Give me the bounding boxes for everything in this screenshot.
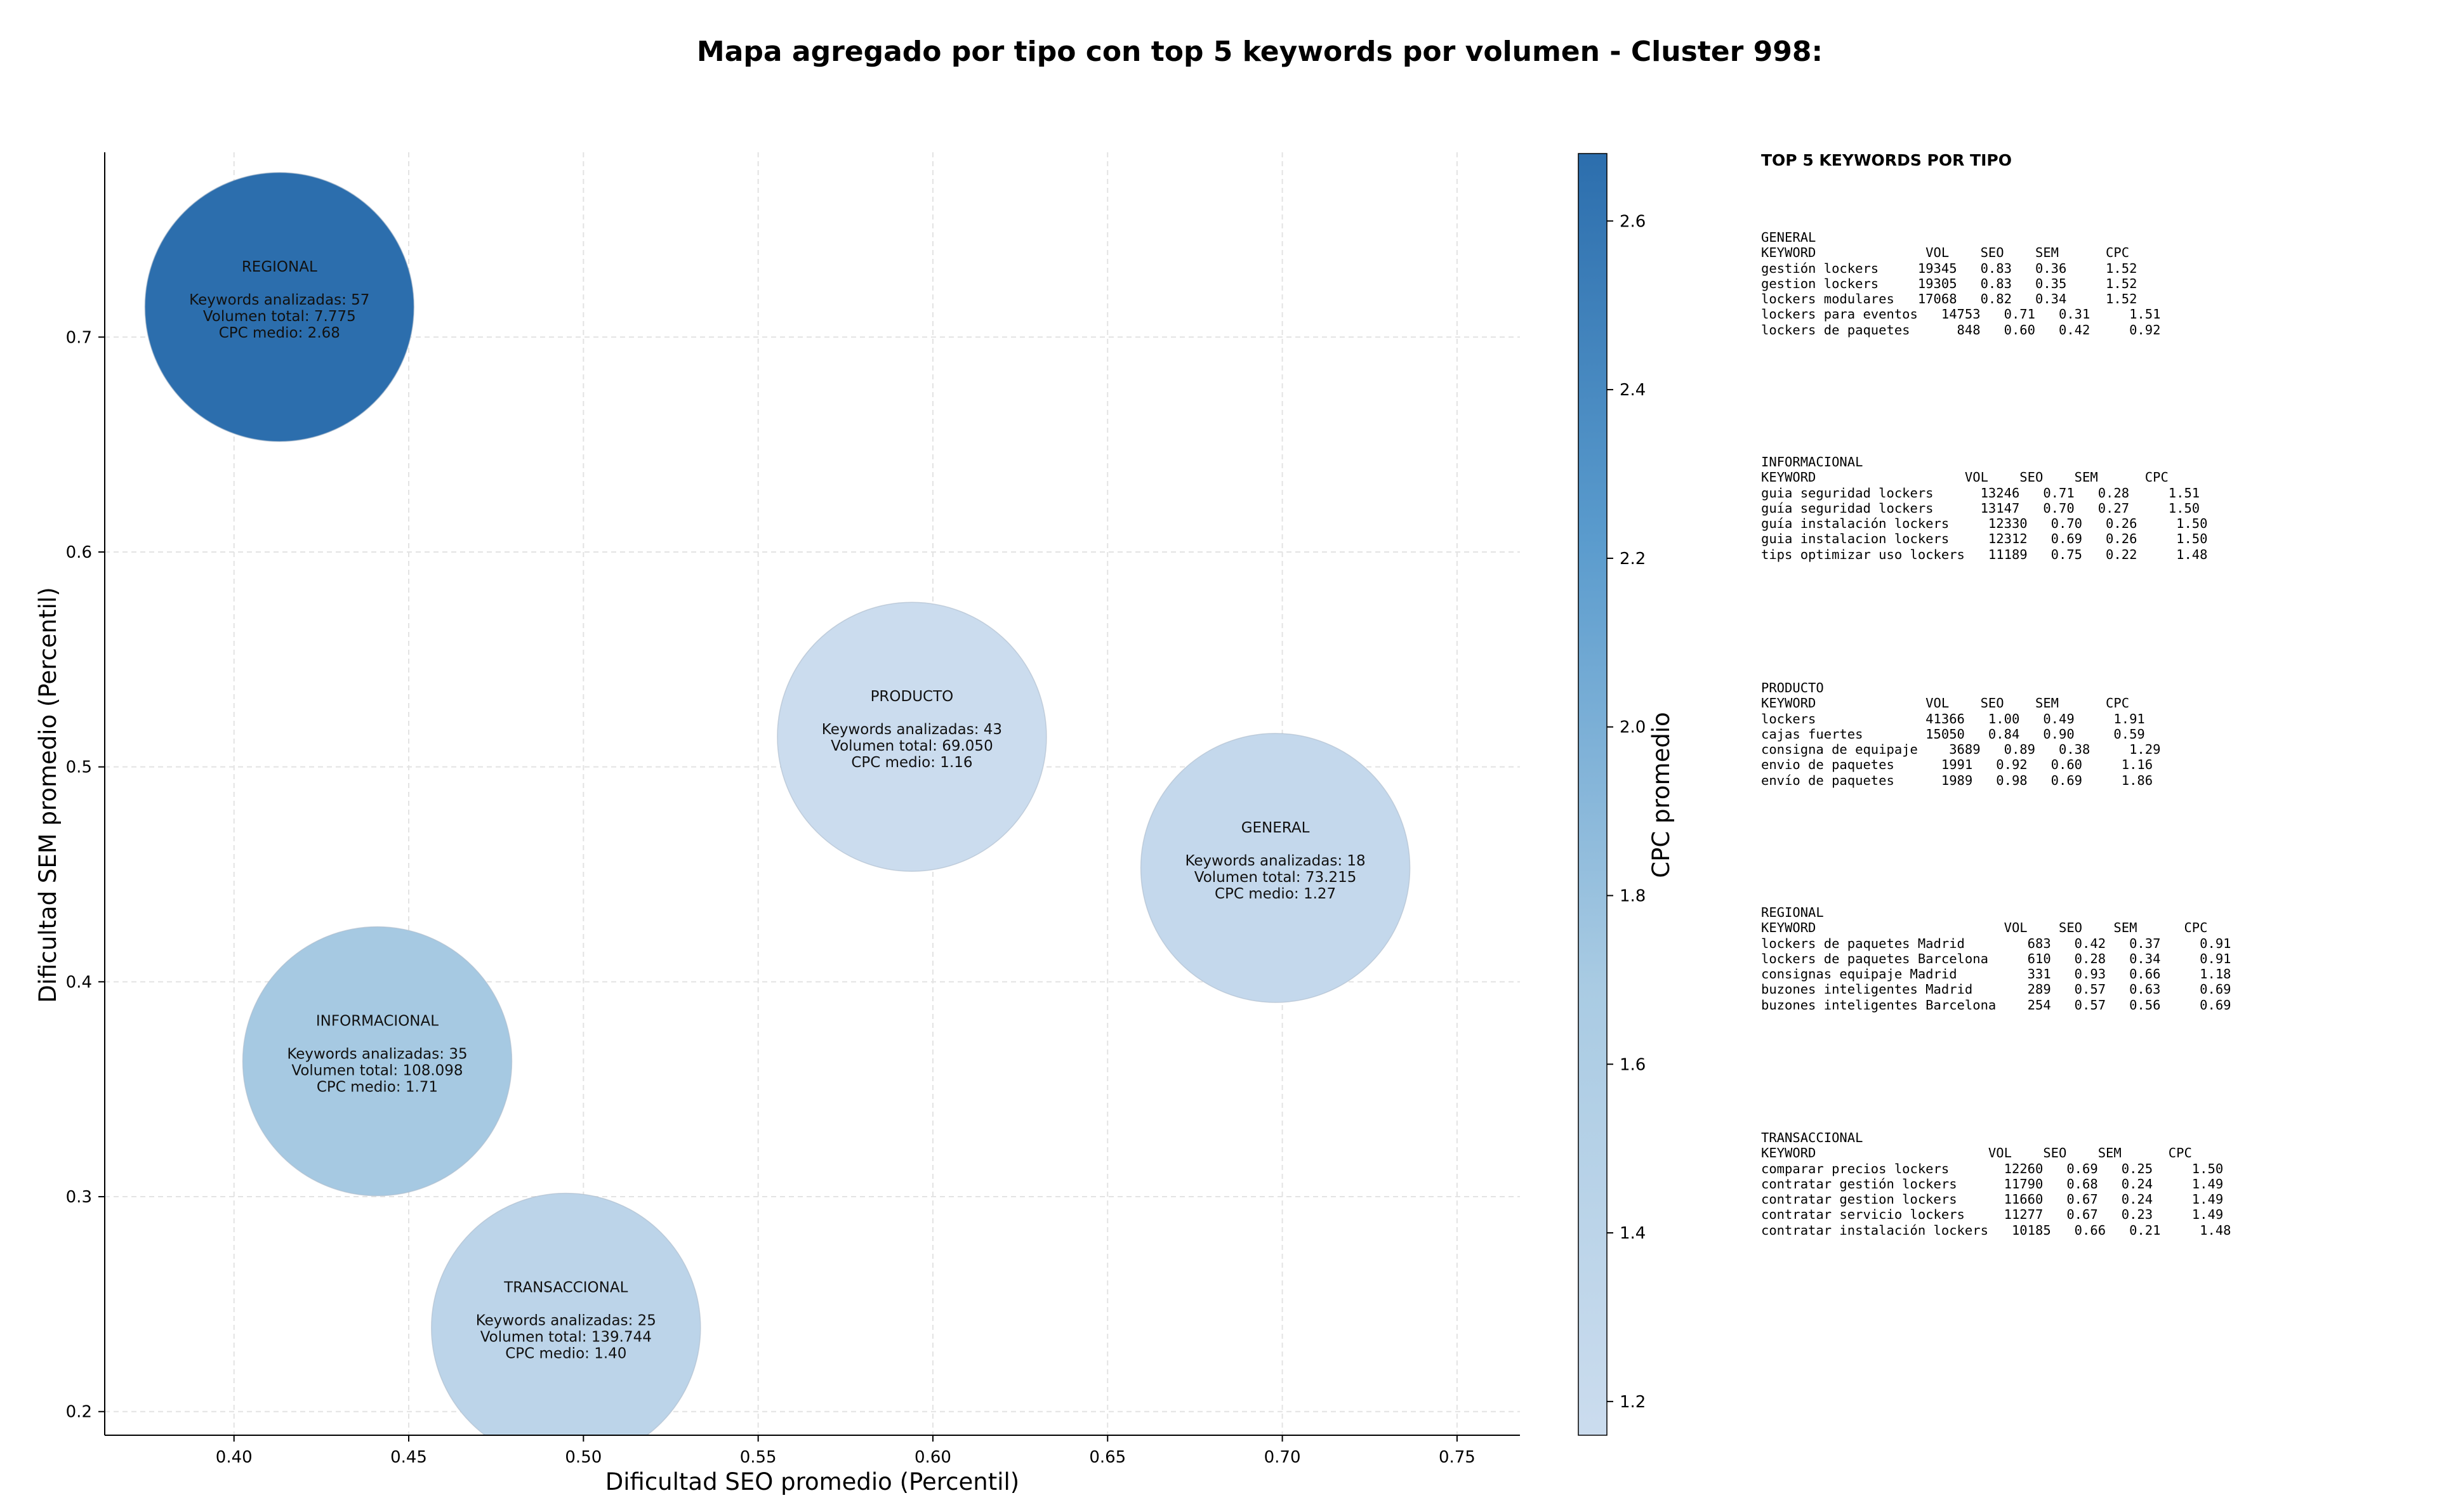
keyword-row: guia instalacion lockers 12312 0.69 0.26… <box>1761 531 2208 547</box>
keyword-block-transaccional: TRANSACCIONAL KEYWORD VOL SEO SEM CPC comp… <box>1761 1130 2231 1238</box>
bubble-label-volumen: Volumen total: 73.215 <box>1194 869 1357 886</box>
keyword-row: envío de paquetes 1989 0.98 0.69 1.86 <box>1761 772 2153 788</box>
y-tick-label: 0.4 <box>66 973 92 992</box>
bubble-label-tipo: INFORMACIONAL <box>316 1013 439 1030</box>
keyword-table-header: KEYWORD VOL SEO SEM CPC <box>1761 1145 2192 1161</box>
colorbar-tick-label: 1.8 <box>1620 886 1646 905</box>
axis-ticks: 0.40 0.45 0.50 0.55 0.60 0.65 0.70 0.75 0.2 0.3 0.… <box>66 328 1476 1467</box>
chart-title: Mapa agregado por tipo con top 5 keyword… <box>697 36 1823 68</box>
keyword-row: tips optimizar uso lockers 11189 0.75 0.… <box>1761 546 2208 562</box>
bubble-layer <box>144 172 1411 1435</box>
bubble-label-volumen: Volumen total: 139.744 <box>480 1329 652 1346</box>
keyword-block-title: TRANSACCIONAL <box>1761 1130 1863 1145</box>
bubble-label-volumen: Volumen total: 7.775 <box>203 308 356 325</box>
x-tick-label: 0.70 <box>1264 1448 1301 1467</box>
keyword-row: contratar instalación lockers 10185 0.66… <box>1761 1222 2231 1238</box>
keyword-block-informacional: INFORMACIONAL KEYWORD VOL SEO SEM CPC guia… <box>1761 454 2208 562</box>
keyword-row: lockers para eventos 14753 0.71 0.31 1.5… <box>1761 306 2161 322</box>
colorbar-label: CPC promedio <box>1648 712 1675 878</box>
bubble-label-tipo: PRODUCTO <box>871 688 954 705</box>
colorbar-tick-label: 1.6 <box>1620 1055 1646 1074</box>
bubble-label-keywords: Keywords analizadas: 35 <box>287 1046 467 1063</box>
keyword-table-header: KEYWORD VOL SEO SEM CPC <box>1761 470 2169 485</box>
keyword-panel-title: TOP 5 KEYWORDS POR TIPO <box>1761 151 2012 169</box>
keyword-table-header: KEYWORD VOL SEO SEM CPC <box>1761 695 2130 711</box>
keyword-row: lockers de paquetes Barcelona 610 0.28 0… <box>1761 950 2231 966</box>
keyword-row: lockers 41366 1.00 0.49 1.91 <box>1761 711 2145 726</box>
keyword-table-header: KEYWORD VOL SEO SEM CPC <box>1761 245 2130 261</box>
bubble-label-volumen: Volumen total: 69.050 <box>831 738 993 754</box>
x-tick-label: 0.65 <box>1089 1448 1126 1467</box>
bubble-transaccional <box>431 1192 701 1435</box>
bubble-label-tipo: GENERAL <box>1241 820 1310 836</box>
bubble-label-keywords: Keywords analizadas: 25 <box>476 1313 656 1329</box>
keyword-panel: TOP 5 KEYWORDS POR TIPO GENERAL KEYWORD V… <box>1761 151 2421 1238</box>
bubble-label-cpc: CPC medio: 1.40 <box>505 1346 626 1362</box>
x-tick-label: 0.75 <box>1439 1448 1476 1467</box>
x-tick-label: 0.45 <box>390 1448 427 1467</box>
keyword-block-regional: REGIONAL KEYWORD VOL SEO SEM CPC lockers d… <box>1761 905 2231 1013</box>
x-axis-label: Dificultad SEO promedio (Percentil) <box>605 1468 1019 1496</box>
keyword-block-title: INFORMACIONAL <box>1761 454 1863 470</box>
bubble-label-tipo: REGIONAL <box>242 259 317 275</box>
keyword-row: lockers de paquetes Madrid 683 0.42 0.37… <box>1761 935 2231 951</box>
bubble-label-cpc: CPC medio: 1.27 <box>1215 886 1336 902</box>
colorbar <box>1578 153 1608 1436</box>
keyword-row: consignas equipaje Madrid 331 0.93 0.66 … <box>1761 966 2231 982</box>
keyword-block-title: PRODUCTO <box>1761 680 1824 695</box>
keyword-row: comparar precios lockers 12260 0.69 0.25… <box>1761 1160 2224 1176</box>
keyword-row: guia seguridad lockers 13246 0.71 0.28 1… <box>1761 485 2200 501</box>
bubble-producto <box>777 602 1047 872</box>
keyword-row: lockers de paquetes 848 0.60 0.42 0.92 <box>1761 322 2161 338</box>
colorbar-tick-label: 1.4 <box>1620 1224 1646 1243</box>
bubble-label-cpc: CPC medio: 2.68 <box>219 325 340 341</box>
keyword-row: contratar gestión lockers 11790 0.68 0.2… <box>1761 1176 2224 1192</box>
x-tick-label: 0.60 <box>915 1448 951 1467</box>
colorbar-tick-label: 2.0 <box>1620 718 1646 737</box>
y-tick-label: 0.3 <box>66 1188 92 1207</box>
keyword-row: cajas fuertes 15050 0.84 0.90 0.59 <box>1761 726 2145 742</box>
y-tick-label: 0.6 <box>66 543 92 562</box>
keyword-row: lockers modulares 17068 0.82 0.34 1.52 <box>1761 291 2137 307</box>
bubble-label-cpc: CPC medio: 1.16 <box>851 754 972 771</box>
colorbar-tick-label: 2.2 <box>1620 549 1646 569</box>
bubble-label-keywords: Keywords analizadas: 57 <box>189 292 369 308</box>
colorbar-tick-label: 1.2 <box>1620 1393 1646 1412</box>
bubble-general <box>1140 733 1411 1003</box>
bubble-informacional <box>242 926 513 1197</box>
x-tick-label: 0.55 <box>740 1448 777 1467</box>
bubble-label-tipo: TRANSACCIONAL <box>503 1280 628 1296</box>
bubble-label-keywords: Keywords analizadas: 18 <box>1185 853 1365 869</box>
keyword-row: guía seguridad lockers 13147 0.70 0.27 1… <box>1761 500 2200 516</box>
y-tick-label: 0.2 <box>66 1403 92 1422</box>
keyword-table-header: KEYWORD VOL SEO SEM CPC <box>1761 920 2208 936</box>
bubble-label-cpc: CPC medio: 1.71 <box>317 1079 438 1096</box>
bubble-regional <box>144 172 415 442</box>
keyword-block-title: GENERAL <box>1761 230 1816 245</box>
keyword-row: gestión lockers 19345 0.83 0.36 1.52 <box>1761 260 2137 276</box>
x-tick-label: 0.40 <box>216 1448 253 1467</box>
keyword-block-producto: PRODUCTO KEYWORD VOL SEO SEM CPC lockers 4… <box>1761 680 2160 788</box>
keyword-row: contratar servicio lockers 11277 0.67 0.… <box>1761 1207 2224 1223</box>
keyword-block-title: REGIONAL <box>1761 905 1824 920</box>
keyword-row: guía instalación lockers 12330 0.70 0.26… <box>1761 516 2208 532</box>
keyword-row: contratar gestion lockers 11660 0.67 0.2… <box>1761 1192 2224 1207</box>
y-tick-label: 0.7 <box>66 328 92 347</box>
keyword-row: buzones inteligentes Barcelona 254 0.57 … <box>1761 997 2231 1013</box>
keyword-row: envio de paquetes 1991 0.92 0.60 1.16 <box>1761 757 2153 773</box>
keyword-row: gestion lockers 19305 0.83 0.35 1.52 <box>1761 275 2137 291</box>
y-axis-label: Dificultad SEM promedio (Percentil) <box>34 587 62 1003</box>
bubble-label-volumen: Volumen total: 108.098 <box>291 1063 463 1079</box>
colorbar-ticks: 1.2 1.4 1.6 1.8 2.0 2.2 2.4 2.6 <box>1607 212 1646 1412</box>
keyword-row: buzones inteligentes Madrid 289 0.57 0.6… <box>1761 982 2231 997</box>
colorbar-tick-label: 2.6 <box>1620 212 1646 231</box>
keyword-row: consigna de equipaje 3689 0.89 0.38 1.29 <box>1761 742 2161 758</box>
colorbar-tick-label: 2.4 <box>1620 381 1646 400</box>
bubble-label-keywords: Keywords analizadas: 43 <box>822 721 1002 738</box>
y-tick-label: 0.5 <box>66 758 92 777</box>
keyword-block-general: GENERAL KEYWORD VOL SEO SEM CPC gestión lo… <box>1761 230 2160 338</box>
x-tick-label: 0.50 <box>565 1448 602 1467</box>
